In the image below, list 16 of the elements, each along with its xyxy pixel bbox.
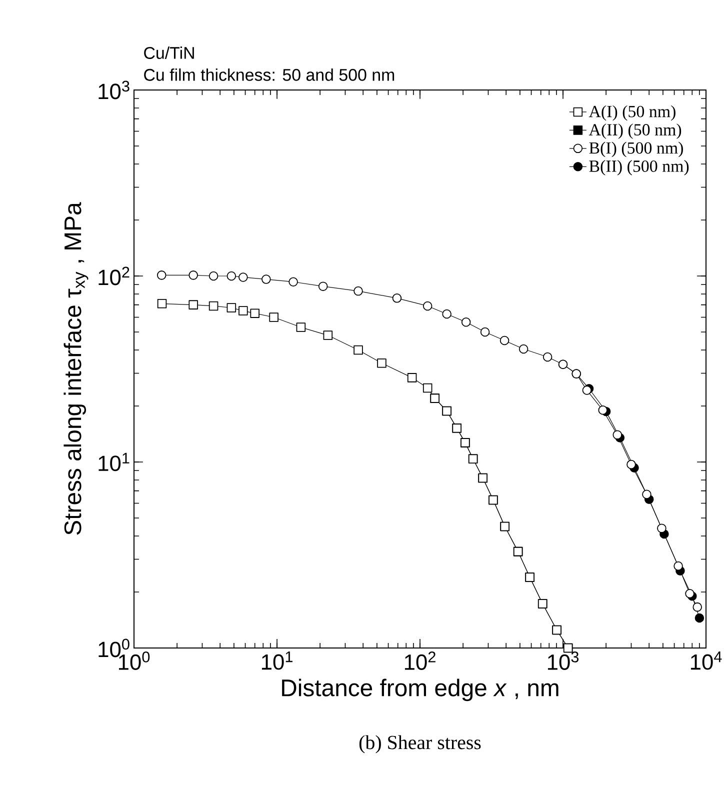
y-tick-label: 10$^{1}$	[98, 452, 130, 472]
legend-label: A(I) (50 nm)	[588, 105, 676, 121]
x-axis-title: Distance from edge x , nm	[282, 678, 558, 702]
y-tick-label: 10$^{2}$	[98, 266, 130, 286]
legend-label: B(I) (500 nm)	[589, 142, 683, 158]
legend-label: A(II) (50 nm)	[588, 124, 682, 139]
y-tick-label: 10$^{3}$	[98, 80, 130, 100]
x-tick-label: 10$^{1}$	[262, 652, 292, 670]
x-tick-label: 10$^{3}$	[548, 652, 579, 670]
chart-title: Cu/TiN	[144, 46, 194, 59]
x-tick-label: 10$^{4}$	[690, 652, 722, 670]
text: (b) Shear stress	[359, 735, 481, 754]
y-axis-title: Stress along interface τ$_{xy}$ , MPa	[64, 202, 88, 535]
x-tick-label: 10$^{2}$	[404, 652, 436, 670]
chart-subtitle: Cu film thickness: 50 and 500 nm	[144, 68, 394, 81]
legend-label: B(II) (500 nm)	[589, 160, 689, 176]
